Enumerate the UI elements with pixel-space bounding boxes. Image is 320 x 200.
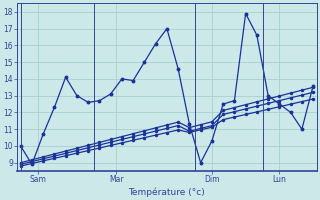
X-axis label: Température (°c): Température (°c) [129,187,205,197]
